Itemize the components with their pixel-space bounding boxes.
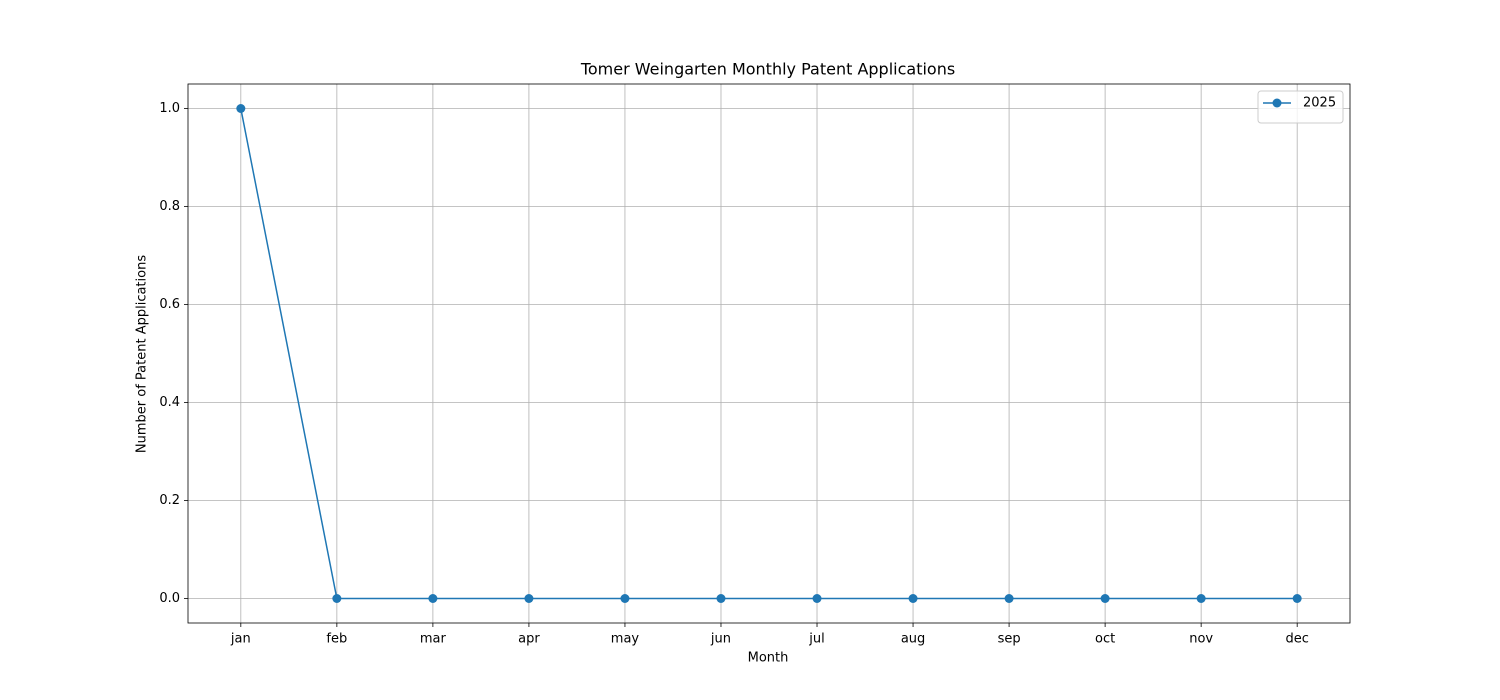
x-tick-label: mar: [420, 632, 447, 647]
marker: [332, 594, 341, 603]
x-tick-label: sep: [998, 632, 1021, 647]
x-tick-label: may: [611, 632, 640, 647]
marker: [620, 594, 629, 603]
y-tick-label: 0.4: [159, 395, 180, 410]
x-tick-label: jan: [230, 632, 251, 647]
y-tick-label: 0.6: [159, 297, 180, 312]
marker: [428, 594, 437, 603]
marker: [1101, 594, 1110, 603]
x-tick-label: aug: [901, 632, 925, 647]
y-axis-label: Number of Patent Applications: [135, 255, 150, 453]
legend-marker: [1273, 99, 1282, 108]
x-axis-label: Month: [748, 651, 789, 666]
marker: [909, 594, 918, 603]
legend: 2025: [1258, 91, 1343, 123]
marker: [813, 594, 822, 603]
marker: [716, 594, 725, 603]
y-tick-label: 1.0: [159, 101, 180, 116]
legend-label: 2025: [1303, 96, 1336, 111]
marker: [236, 104, 245, 113]
x-tick-label: feb: [326, 632, 347, 647]
marker: [1197, 594, 1206, 603]
y-tick-label: 0.8: [159, 199, 180, 214]
x-tick-label: apr: [518, 632, 540, 647]
x-tick-label: jul: [808, 632, 824, 647]
x-tick-label: oct: [1095, 632, 1115, 647]
y-tick-label: 0.2: [159, 493, 180, 508]
marker: [1293, 594, 1302, 603]
y-tick-label: 0.0: [159, 591, 180, 606]
marker: [524, 594, 533, 603]
x-tick-label: dec: [1285, 632, 1308, 647]
x-tick-label: jun: [710, 632, 731, 647]
chart-title: Tomer Weingarten Monthly Patent Applicat…: [580, 60, 955, 79]
marker: [1005, 594, 1014, 603]
chart: Tomer Weingarten Monthly Patent Applicat…: [0, 0, 1500, 700]
x-tick-label: nov: [1189, 632, 1213, 647]
